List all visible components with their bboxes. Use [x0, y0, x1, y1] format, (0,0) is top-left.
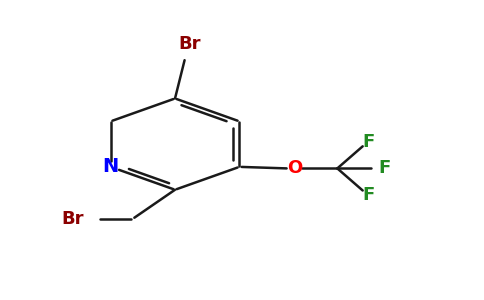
Text: Br: Br [61, 210, 84, 228]
Text: F: F [363, 133, 375, 151]
Text: F: F [363, 186, 375, 204]
Text: N: N [103, 158, 119, 176]
Text: Br: Br [178, 35, 201, 53]
Text: O: O [287, 159, 302, 177]
Text: F: F [378, 159, 390, 177]
